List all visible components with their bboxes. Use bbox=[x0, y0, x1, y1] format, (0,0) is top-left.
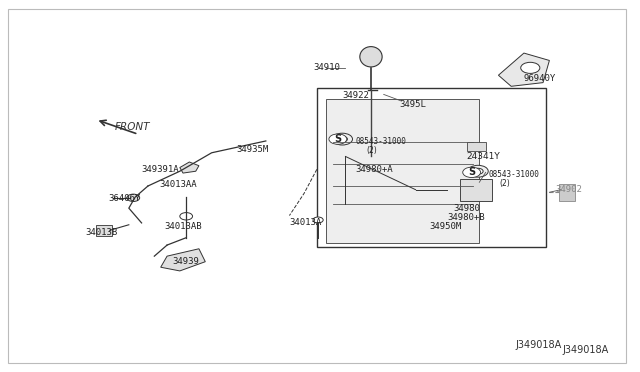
Text: 34013B: 34013B bbox=[86, 228, 118, 237]
Text: 34935M: 34935M bbox=[236, 145, 268, 154]
Circle shape bbox=[180, 212, 193, 220]
Text: 08543-31000: 08543-31000 bbox=[489, 170, 540, 179]
Text: 34013AB: 34013AB bbox=[164, 222, 202, 231]
Text: 34980: 34980 bbox=[454, 203, 481, 213]
Text: (2): (2) bbox=[500, 179, 511, 188]
Ellipse shape bbox=[360, 46, 382, 67]
Text: 3495L: 3495L bbox=[399, 100, 426, 109]
Circle shape bbox=[521, 62, 540, 73]
Bar bbox=[460, 179, 492, 201]
Bar bbox=[467, 142, 486, 151]
Text: J349018A: J349018A bbox=[562, 345, 609, 355]
Circle shape bbox=[337, 136, 348, 142]
Text: 34950M: 34950M bbox=[429, 222, 462, 231]
Bar bbox=[96, 225, 111, 236]
Circle shape bbox=[332, 133, 353, 145]
Text: (2): (2) bbox=[366, 146, 376, 155]
Circle shape bbox=[468, 165, 488, 177]
Text: 24341Y: 24341Y bbox=[467, 152, 500, 161]
Text: 349391A: 349391A bbox=[141, 165, 179, 174]
Polygon shape bbox=[499, 53, 549, 86]
Text: 34013A: 34013A bbox=[289, 218, 322, 227]
Text: 34922: 34922 bbox=[342, 91, 369, 100]
Text: 34980+A: 34980+A bbox=[356, 165, 394, 174]
Text: FRONT: FRONT bbox=[115, 122, 150, 132]
Text: S: S bbox=[468, 167, 476, 177]
Text: 34910: 34910 bbox=[314, 63, 340, 72]
Text: 34013AA: 34013AA bbox=[159, 180, 197, 189]
Text: 36406Y: 36406Y bbox=[108, 195, 141, 203]
Circle shape bbox=[329, 134, 347, 144]
Circle shape bbox=[473, 168, 483, 174]
Text: S: S bbox=[334, 134, 341, 144]
Polygon shape bbox=[180, 162, 199, 173]
Text: 08543-31000: 08543-31000 bbox=[355, 137, 406, 146]
Text: 34902: 34902 bbox=[556, 185, 582, 194]
Bar bbox=[326, 99, 479, 243]
Text: 34939: 34939 bbox=[172, 257, 199, 266]
Bar bbox=[317, 88, 546, 247]
Circle shape bbox=[127, 194, 140, 202]
Text: 34980+B: 34980+B bbox=[447, 213, 485, 222]
Circle shape bbox=[313, 217, 323, 223]
Text: J349018A: J349018A bbox=[516, 340, 562, 350]
Polygon shape bbox=[161, 249, 205, 271]
Text: 96940Y: 96940Y bbox=[524, 74, 556, 83]
Circle shape bbox=[463, 167, 481, 177]
Bar bbox=[559, 184, 575, 201]
